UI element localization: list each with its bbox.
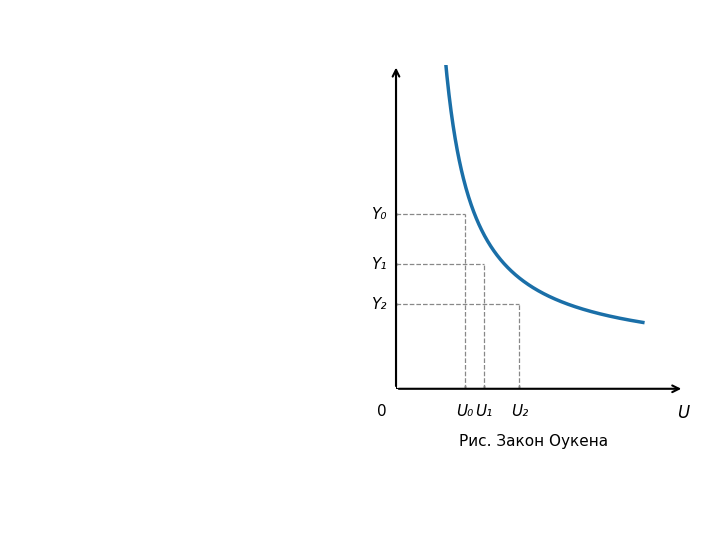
Text: 0: 0 xyxy=(377,404,387,418)
Text: Y₀: Y₀ xyxy=(371,207,387,222)
Text: Y₂: Y₂ xyxy=(371,296,387,312)
Text: U₀: U₀ xyxy=(456,404,473,418)
Text: U: U xyxy=(677,404,689,422)
Text: Y₁: Y₁ xyxy=(371,256,387,272)
Text: U₁: U₁ xyxy=(475,404,492,418)
Text: U₂: U₂ xyxy=(510,404,528,418)
Text: Рис. Закон Оукена: Рис. Закон Оукена xyxy=(459,434,608,449)
